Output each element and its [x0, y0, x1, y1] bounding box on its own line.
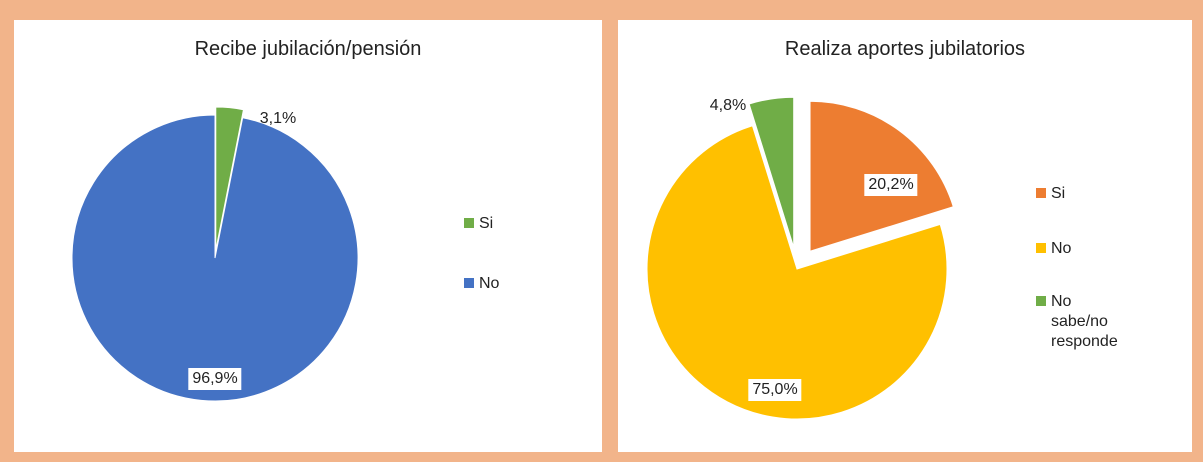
chart-title: Realiza aportes jubilatorios	[784, 38, 1026, 60]
data-label-no-sabe-no-responde: 4,8%	[709, 97, 747, 114]
data-label-si: 20,2%	[864, 174, 918, 196]
legend-item-si: Si	[464, 214, 493, 234]
pie-chart-svg	[646, 96, 954, 420]
chart-panel-aportes: Realiza aportes jubilatorios 20,2% 75,0% 4…	[618, 20, 1192, 452]
legend-item-no: No	[1036, 239, 1071, 259]
legend-swatch	[1036, 243, 1046, 253]
legend-label: No	[1051, 240, 1072, 257]
data-label-no: 96,9%	[188, 368, 242, 390]
legend-label: No	[479, 275, 500, 292]
pie-slice-no	[646, 125, 948, 420]
legend-item-no: No	[464, 274, 499, 294]
legend-label: Si	[479, 215, 494, 232]
data-label-si: 3,1%	[259, 110, 297, 127]
legend-item-si: Si	[1036, 184, 1065, 204]
legend-swatch	[464, 218, 474, 228]
pie-chart-svg	[71, 106, 359, 402]
legend-label: No sabe/no responde	[1051, 293, 1118, 350]
legend-label: Si	[1051, 185, 1066, 202]
legend-item-no-sabe-no-responde: No sabe/no responde	[1036, 292, 1118, 352]
chart-panel-jubilacion: Recibe jubilación/pensión 3,1% 96,9% Si No	[14, 20, 602, 452]
data-label-no: 75,0%	[748, 379, 802, 401]
pie-slice-no-sabe-no-responde	[748, 96, 795, 248]
pie-slice-no	[71, 114, 359, 402]
pie-slice-si	[215, 106, 245, 251]
legend-swatch	[1036, 296, 1046, 306]
legend-swatch	[464, 278, 474, 288]
legend-swatch	[1036, 188, 1046, 198]
chart-title: Recibe jubilación/pensión	[194, 38, 422, 60]
